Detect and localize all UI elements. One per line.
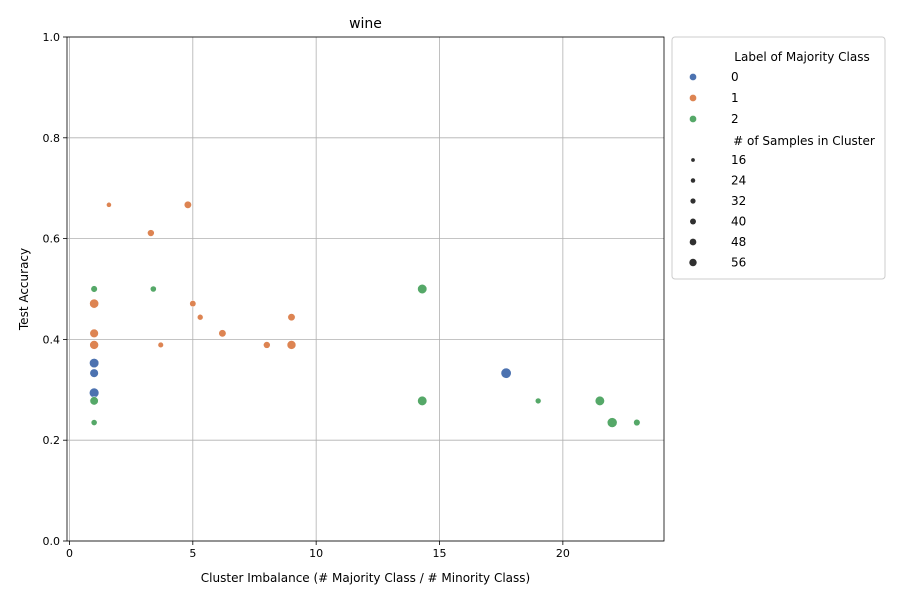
y-tick-label: 1.0: [43, 31, 61, 44]
legend-size-entries: 16 24 32 40 48 56: [689, 153, 746, 270]
x-tick-label: 5: [189, 547, 196, 560]
y-tick-label: 0.8: [43, 132, 61, 145]
data-point: [90, 419, 98, 426]
legend-size-marker: [690, 178, 696, 183]
legend-hue-marker: [689, 73, 697, 81]
chart-title: wine: [349, 16, 382, 32]
data-point: [89, 358, 100, 369]
legend: Label of Majority Class 0 1 2 # of Samples…: [671, 36, 886, 280]
legend-size-marker: [690, 198, 696, 204]
legend-hue-label: 0: [731, 70, 739, 84]
data-point: [500, 367, 512, 379]
data-point: [89, 368, 99, 378]
x-axis-label: Cluster Imbalance (# Majority Class / # …: [201, 571, 530, 585]
data-point: [88, 387, 100, 399]
data-point: [89, 328, 99, 339]
data-points: [88, 200, 641, 428]
legend-size-title: # of Samples in Cluster: [733, 134, 875, 148]
data-point: [183, 200, 192, 209]
data-point: [287, 313, 296, 322]
data-point: [594, 395, 605, 406]
data-point: [263, 341, 271, 349]
data-point: [89, 396, 99, 406]
legend-size-marker: [689, 258, 697, 267]
data-point: [534, 397, 542, 405]
data-point: [196, 313, 204, 321]
y-tick-label: 0.6: [43, 233, 61, 246]
legend-box: [671, 36, 886, 280]
data-point: [189, 300, 197, 308]
data-point: [89, 340, 99, 350]
data-point: [417, 283, 428, 295]
x-tick-label: 10: [309, 547, 323, 560]
legend-size-label: 56: [731, 256, 746, 270]
y-tick-label: 0.0: [43, 535, 61, 548]
data-point: [149, 285, 157, 293]
legend-hue-label: 2: [731, 112, 739, 126]
legend-size-marker: [690, 218, 696, 225]
data-point: [147, 229, 155, 237]
y-tick-label: 0.2: [43, 434, 61, 447]
data-point: [417, 395, 428, 406]
data-point: [633, 418, 641, 427]
data-point: [606, 417, 618, 428]
data-point: [157, 341, 164, 349]
data-point: [218, 329, 227, 338]
x-axis-ticks: 0 5 10 15 20: [66, 541, 570, 560]
plot-frame: [66, 36, 665, 542]
legend-hue-marker: [689, 115, 697, 123]
legend-size-label: 40: [731, 215, 746, 229]
legend-hue-label: 1: [731, 91, 739, 105]
x-tick-label: 15: [433, 547, 447, 560]
data-point: [286, 340, 297, 350]
legend-size-marker: [689, 238, 697, 246]
legend-size-marker: [691, 158, 695, 162]
data-point: [106, 201, 112, 208]
y-axis-label: Test Accuracy: [17, 248, 31, 331]
legend-size-label: 24: [731, 174, 746, 188]
legend-size-label: 32: [731, 194, 746, 208]
y-tick-label: 0.4: [43, 333, 61, 346]
y-axis-ticks: 0.0 0.2 0.4 0.6 0.8 1.0: [43, 31, 67, 548]
legend-hue-title: Label of Majority Class: [734, 50, 869, 64]
data-point: [90, 285, 98, 293]
x-tick-label: 20: [556, 547, 570, 560]
data-point: [89, 298, 100, 309]
legend-hue-marker: [689, 94, 697, 102]
x-tick-label: 0: [66, 547, 73, 560]
legend-hue-entries: 0 1 2: [689, 70, 739, 126]
legend-size-label: 16: [731, 153, 746, 167]
legend-size-label: 48: [731, 235, 746, 249]
